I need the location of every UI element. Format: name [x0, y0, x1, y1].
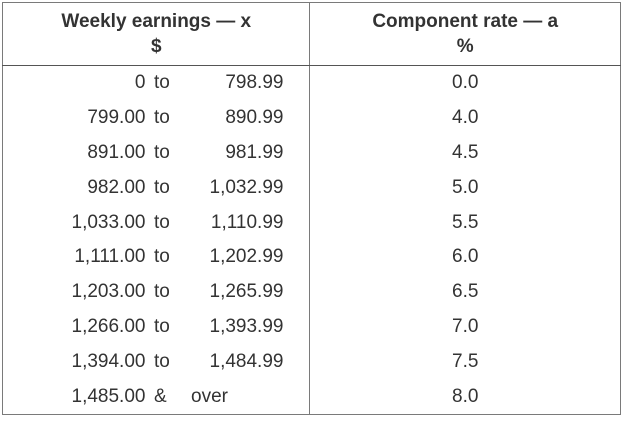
- component-rate-cell: 4.5: [309, 135, 621, 171]
- table-row: 891.00 to 981.99 4.5: [1, 135, 621, 171]
- earnings-from: 1,394.00: [71, 350, 146, 372]
- range-separator: to: [154, 350, 170, 372]
- earnings-range-cell: 799.00 to 890.99: [1, 100, 311, 136]
- earnings-from: 1,203.00: [71, 281, 146, 303]
- component-rate-cell: 6.0: [309, 239, 621, 275]
- range-separator: to: [154, 246, 170, 268]
- earnings-to: 1,393.99: [209, 315, 284, 337]
- earnings-from: 1,485.00: [71, 385, 146, 407]
- earnings-from: 891.00: [87, 141, 146, 163]
- component-rate-cell: 5.5: [309, 205, 621, 240]
- table-row: 1,111.00 to 1,202.99 6.0: [1, 239, 621, 275]
- earnings-from: 799.00: [87, 107, 146, 129]
- weekly-earnings-header: Weekly earnings — x $: [1, 2, 311, 66]
- range-separator: to: [154, 281, 170, 303]
- weekly-earnings-unit: $: [150, 36, 162, 57]
- earnings-from: 1,111.00: [74, 246, 146, 268]
- range-separator: to: [154, 141, 170, 163]
- range-separator: to: [154, 211, 170, 233]
- earnings-from: 1,033.00: [71, 211, 146, 233]
- component-rate-cell: 6.5: [309, 274, 621, 310]
- earnings-from: 0: [134, 72, 146, 94]
- earnings-to: 1,202.99: [209, 246, 284, 268]
- component-rate-cell: 8.0: [309, 379, 621, 415]
- table-row: 1,033.00 to 1,110.99 5.5: [1, 205, 621, 240]
- table-row: 0 to 798.99 0.0: [1, 65, 621, 101]
- component-rate-cell: 7.0: [309, 309, 621, 345]
- earnings-to: 798.99: [225, 72, 284, 94]
- earnings-to: 1,110.99: [210, 211, 284, 233]
- range-separator: to: [154, 107, 170, 129]
- earnings-to: 890.99: [225, 107, 284, 129]
- component-rate-cell: 5.0: [309, 170, 621, 206]
- component-rate-cell: 4.0: [309, 100, 621, 136]
- earnings-range-cell: 982.00 to 1,032.99: [1, 170, 311, 206]
- component-rate-unit: %: [456, 36, 474, 57]
- table-row: 1,266.00 to 1,393.99 7.0: [1, 309, 621, 345]
- table-row: 1,203.00 to 1,265.99 6.5: [1, 274, 621, 310]
- earnings-rate-table-container: Weekly earnings — x $ Component rate — a…: [1, 2, 621, 415]
- earnings-range-cell: 1,266.00 to 1,393.99: [1, 309, 311, 345]
- earnings-range-cell: 1,203.00 to 1,265.99: [1, 274, 311, 310]
- earnings-rate-table: Weekly earnings — x $ Component rate — a…: [1, 2, 621, 415]
- range-separator: to: [154, 315, 170, 337]
- component-rate-header: Component rate — a %: [309, 2, 621, 66]
- earnings-from: 982.00: [87, 176, 146, 198]
- table-row: 1,485.00 & over 8.0: [1, 379, 621, 415]
- range-separator: &: [154, 385, 167, 407]
- earnings-range-cell: 1,111.00 to 1,202.99: [1, 239, 311, 275]
- earnings-from: 1,266.00: [71, 315, 146, 337]
- component-rate-cell: 7.5: [309, 344, 621, 380]
- earnings-to: over: [191, 385, 228, 407]
- component-rate-cell: 0.0: [309, 65, 621, 101]
- earnings-range-cell: 1,033.00 to 1,110.99: [1, 205, 311, 240]
- weekly-earnings-title: Weekly earnings — x: [61, 11, 252, 32]
- earnings-to: 1,265.99: [209, 281, 284, 303]
- table-row: 982.00 to 1,032.99 5.0: [1, 170, 621, 206]
- range-separator: to: [154, 176, 170, 198]
- table-row: 799.00 to 890.99 4.0: [1, 100, 621, 136]
- earnings-range-cell: 891.00 to 981.99: [1, 135, 311, 171]
- table-row: 1,394.00 to 1,484.99 7.5: [1, 344, 621, 380]
- earnings-range-cell: 0 to 798.99: [1, 65, 311, 101]
- earnings-to: 1,032.99: [209, 176, 284, 198]
- table-header-row: Weekly earnings — x $ Component rate — a…: [1, 2, 621, 66]
- earnings-range-cell: 1,485.00 & over: [1, 379, 311, 415]
- component-rate-title: Component rate — a: [372, 11, 559, 32]
- earnings-to: 981.99: [225, 141, 284, 163]
- range-separator: to: [154, 72, 170, 94]
- earnings-to: 1,484.99: [209, 350, 284, 372]
- earnings-range-cell: 1,394.00 to 1,484.99: [1, 344, 311, 380]
